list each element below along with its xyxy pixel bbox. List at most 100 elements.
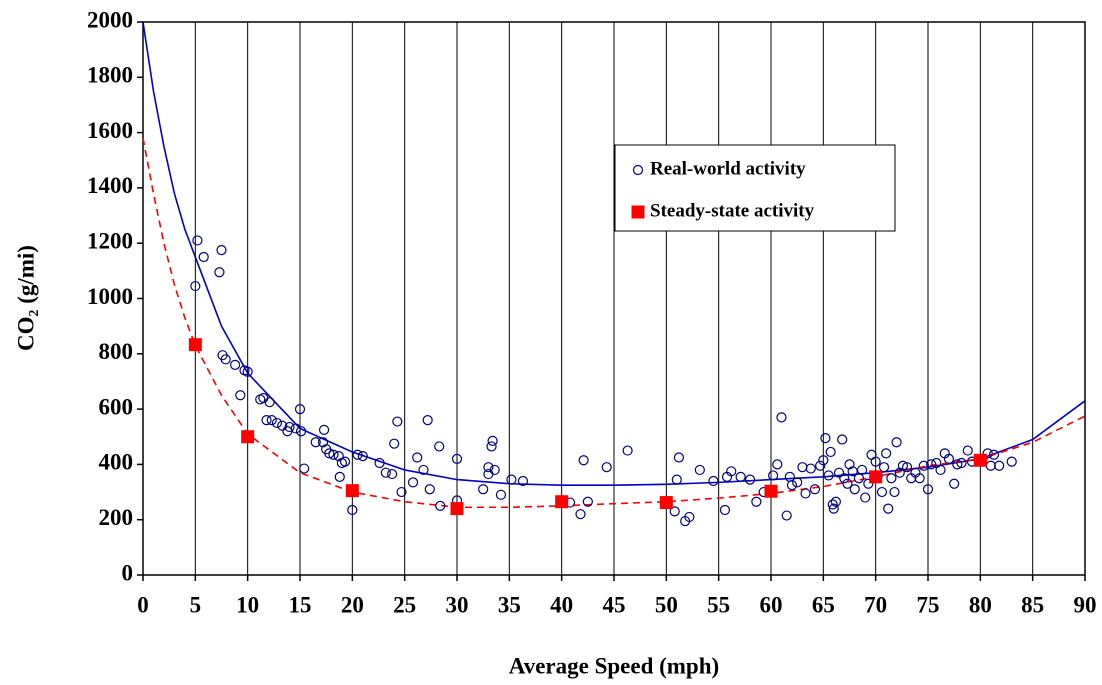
marker: [828, 503, 839, 514]
marker: [894, 467, 905, 478]
marker: [863, 478, 874, 489]
marker: [719, 504, 731, 516]
marker: [659, 496, 673, 510]
marker: [622, 445, 633, 456]
marker: [434, 441, 445, 452]
marker: [601, 462, 612, 473]
x-tick-label: 25: [393, 592, 416, 617]
marker: [422, 415, 433, 426]
marker: [956, 457, 967, 469]
marker: [483, 462, 494, 473]
x-tick-label: 0: [137, 592, 149, 617]
x-tick-label: 55: [707, 592, 730, 617]
y-tick-label: 400: [99, 450, 134, 475]
marker: [345, 484, 359, 498]
marker: [952, 459, 963, 470]
marker: [671, 474, 682, 485]
marker: [708, 475, 719, 487]
marker: [827, 499, 838, 510]
marker: [317, 437, 329, 448]
x-tick-label: 60: [760, 592, 783, 617]
marker: [392, 416, 403, 427]
marker: [751, 496, 762, 507]
x-axis-label: Average Speed (mph): [509, 653, 719, 678]
legend-box: [614, 144, 896, 232]
marker: [735, 471, 746, 482]
marker: [922, 484, 934, 495]
marker: [451, 453, 463, 464]
marker: [352, 449, 363, 460]
marker: [684, 511, 695, 523]
marker: [889, 486, 900, 498]
marker: [242, 366, 253, 377]
legend-marker: [631, 205, 645, 219]
marker: [555, 495, 569, 509]
x-tick-label: 65: [812, 592, 835, 617]
legend-marker: [632, 164, 644, 176]
marker: [825, 446, 836, 458]
y-tick-label: 1800: [87, 63, 133, 88]
marker: [258, 392, 269, 404]
y-tick-label: 800: [99, 339, 134, 364]
marker: [943, 453, 955, 464]
marker: [347, 504, 358, 516]
x-tick-label: 80: [969, 592, 992, 617]
x-tick-label: 30: [446, 592, 469, 617]
marker: [886, 473, 897, 484]
marker: [772, 459, 783, 470]
marker: [982, 448, 993, 459]
marker: [334, 471, 345, 482]
marker: [198, 251, 209, 263]
marker: [744, 474, 756, 485]
marker: [694, 464, 705, 476]
marker: [261, 415, 272, 426]
y-tick-label: 600: [99, 394, 134, 419]
x-tick-label: 90: [1074, 592, 1097, 617]
marker: [188, 338, 202, 352]
y-tick-label: 1200: [87, 228, 133, 253]
marker: [935, 464, 946, 476]
marker: [424, 484, 435, 495]
marker: [837, 434, 848, 445]
y-tick-label: 0: [122, 560, 134, 585]
x-tick-label: 5: [190, 592, 202, 617]
marker: [776, 412, 787, 423]
marker: [235, 390, 246, 401]
marker: [800, 488, 811, 499]
marker: [897, 460, 908, 471]
marker: [669, 506, 680, 517]
marker: [271, 417, 283, 429]
marker: [842, 478, 853, 489]
y-tick-label: 2000: [87, 7, 133, 32]
legend-label: Steady-state activity: [650, 200, 815, 221]
marker: [883, 503, 894, 514]
marker: [949, 478, 960, 489]
marker: [830, 496, 841, 507]
marker: [891, 437, 902, 448]
marker: [809, 484, 821, 495]
marker: [266, 415, 277, 426]
x-tick-label: 35: [498, 592, 521, 617]
marker: [988, 449, 1000, 460]
marker: [805, 463, 816, 474]
marker: [994, 460, 1005, 471]
marker: [901, 462, 913, 473]
marker: [506, 474, 517, 485]
marker: [264, 397, 275, 408]
marker: [797, 462, 808, 473]
marker: [781, 510, 792, 521]
y-tick-label: 1000: [87, 284, 133, 309]
marker: [487, 435, 498, 446]
marker: [517, 475, 529, 487]
marker: [418, 464, 429, 476]
x-tick-label: 85: [1021, 592, 1044, 617]
marker: [973, 453, 987, 467]
marker: [869, 470, 883, 484]
marker: [190, 280, 201, 292]
marker: [486, 441, 497, 452]
marker: [856, 464, 868, 476]
x-tick-label: 45: [603, 592, 626, 617]
marker: [216, 245, 227, 256]
marker: [578, 455, 589, 466]
